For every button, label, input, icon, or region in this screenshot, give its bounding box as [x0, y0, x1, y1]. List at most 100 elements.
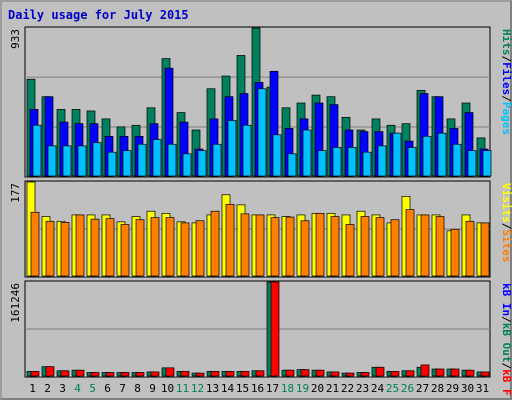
day-label: 10 [161, 382, 174, 395]
day-label: 18 [281, 382, 294, 395]
day-label: 17 [266, 382, 279, 395]
bar-sites [150, 217, 160, 277]
bar-kb-out [60, 370, 70, 377]
day-label: 24 [371, 382, 385, 395]
bar-kb-out [480, 371, 490, 377]
bar-pages [62, 145, 72, 177]
bar-sites [435, 216, 445, 277]
bar-pages [317, 150, 327, 177]
bar-pages [257, 88, 267, 177]
bar-kb-out [210, 370, 220, 377]
legend-entry: Sites [500, 229, 512, 262]
bar-sites [75, 214, 85, 277]
bar-kb-out [270, 281, 280, 377]
bar-sites [285, 216, 295, 277]
bar-sites [30, 211, 40, 277]
bar-kb-out [30, 370, 40, 377]
day-label: 7 [119, 382, 126, 395]
legend-entry: / [500, 95, 512, 102]
bar-kb-out [405, 370, 415, 377]
bar-pages [182, 153, 192, 177]
panel-hits-files-pages: 933 Hits/Files/Pages [9, 26, 512, 178]
bar-sites [180, 222, 190, 277]
chart-title: Daily usage for July 2015 [8, 8, 189, 22]
bar-pages [272, 134, 282, 177]
bar-kb-out [390, 370, 400, 377]
bar-sites [315, 212, 325, 277]
bar-sites [45, 220, 55, 277]
bar-kb-out [165, 367, 175, 377]
bar-kb-out [120, 372, 130, 377]
legend-entry: / [500, 363, 512, 370]
legend-entry: / [500, 223, 512, 230]
bar-sites [90, 218, 100, 277]
bar-sites [390, 219, 400, 277]
bar-sites [420, 214, 430, 277]
bar-pages [77, 145, 87, 177]
bar-pages [92, 142, 102, 177]
day-label: 4 [74, 382, 81, 395]
day-label: 31 [476, 382, 489, 395]
bar-kb-out [195, 372, 205, 377]
bar-sites [165, 217, 175, 277]
bar-kb-out [75, 369, 85, 377]
bar-kb-out [240, 370, 250, 377]
bar-kb-out [360, 372, 370, 377]
bar-pages [407, 147, 417, 177]
legend-entry: / [500, 316, 512, 323]
bar-pages [242, 124, 252, 177]
legend-entry: Hits [500, 29, 512, 56]
series-legend: Hits/Files/Pages [500, 29, 512, 135]
bar-pages [422, 135, 432, 177]
day-label: 28 [431, 382, 444, 395]
bar-sites [330, 216, 340, 277]
legend-entry: / [500, 56, 512, 63]
bar-kb-out [465, 369, 475, 377]
day-label: 12 [191, 382, 204, 395]
day-label: 15 [236, 382, 249, 395]
bar-sites [225, 203, 235, 277]
series-legend: Visits/Sites [500, 183, 512, 263]
bar-kb-out [420, 364, 430, 377]
bar-sites [450, 228, 460, 277]
bar-pages [122, 150, 132, 177]
bar-kb-out [150, 371, 160, 377]
bar-sites [135, 219, 145, 277]
day-label: 2 [44, 382, 51, 395]
bar-pages [137, 143, 147, 177]
day-label: 8 [134, 382, 141, 395]
bar-pages [362, 151, 372, 177]
day-label: 9 [149, 382, 156, 395]
bar-pages [107, 151, 117, 177]
day-label: 22 [341, 382, 354, 395]
bar-sites [240, 213, 250, 277]
bar-pages [287, 153, 297, 177]
bar-pages [197, 150, 207, 177]
bar-pages [152, 139, 162, 177]
day-label: 21 [326, 382, 339, 395]
bar-sites [60, 222, 70, 277]
axis-max-label: 177 [9, 183, 22, 203]
bar-kb-out [45, 366, 55, 377]
legend-entry: kB F [500, 369, 512, 396]
bar-sites [360, 216, 370, 277]
day-label: 27 [416, 382, 429, 395]
bar-sites [210, 210, 220, 277]
legend-entry: Files [500, 62, 512, 95]
day-label: 25 [386, 382, 399, 395]
bar-sites [105, 218, 115, 277]
bar-kb-out [180, 370, 190, 377]
bar-kb-out [375, 366, 385, 377]
bar-kb-out [225, 370, 235, 377]
bar-pages [347, 147, 357, 177]
day-label: 30 [461, 382, 474, 395]
bar-kb-out [285, 369, 295, 377]
bar-sites [465, 220, 475, 277]
bar-pages [167, 143, 177, 177]
panel-kbin-kbout: 161246 kB In/kB Out/kB F [9, 280, 512, 396]
panel-visits-sites: 177 Visits/Sites [9, 180, 512, 278]
bar-pages [377, 145, 387, 177]
bar-pages [332, 147, 342, 177]
day-labels: 1 2 3 4 5 6 7 8 9 10 11 12 13 14 15 16 17 18 19 20 21 22 23 24 2… [29, 382, 489, 395]
